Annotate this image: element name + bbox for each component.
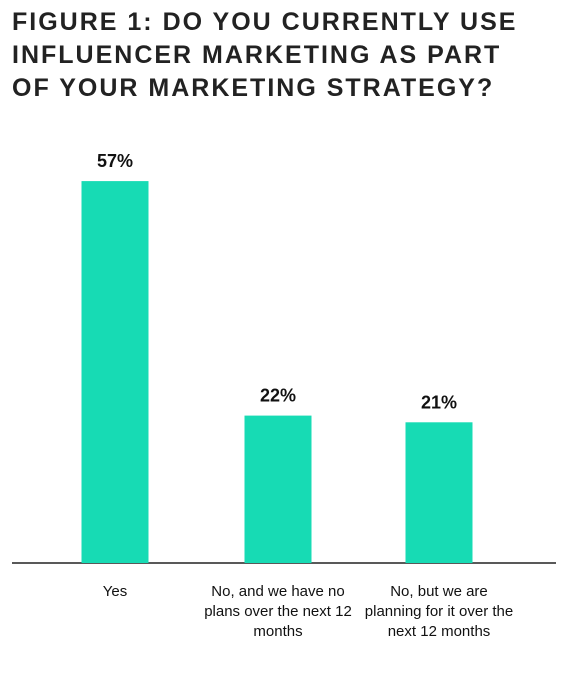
value-label: 21%	[421, 392, 457, 412]
bar	[405, 422, 473, 563]
bar	[81, 181, 149, 563]
category-label: No, but we are planning for it over the …	[364, 583, 514, 640]
category-label: Yes	[102, 583, 128, 600]
value-label: 22%	[260, 386, 296, 406]
category-label: No, and we have no plans over the next 1…	[204, 583, 352, 640]
value-label: 57%	[97, 151, 133, 171]
chart-title: FIGURE 1: DO YOU CURRENTLY USE INFLUENCE…	[12, 8, 518, 102]
bar	[244, 415, 312, 563]
